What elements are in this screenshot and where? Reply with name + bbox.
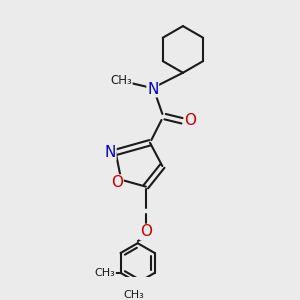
Text: O: O	[111, 175, 123, 190]
Text: N: N	[104, 145, 116, 160]
Text: N: N	[147, 82, 158, 97]
Text: CH₃: CH₃	[110, 74, 132, 87]
Text: O: O	[140, 224, 152, 239]
Text: CH₃: CH₃	[123, 290, 144, 300]
Text: O: O	[184, 113, 196, 128]
Text: CH₃: CH₃	[94, 268, 115, 278]
